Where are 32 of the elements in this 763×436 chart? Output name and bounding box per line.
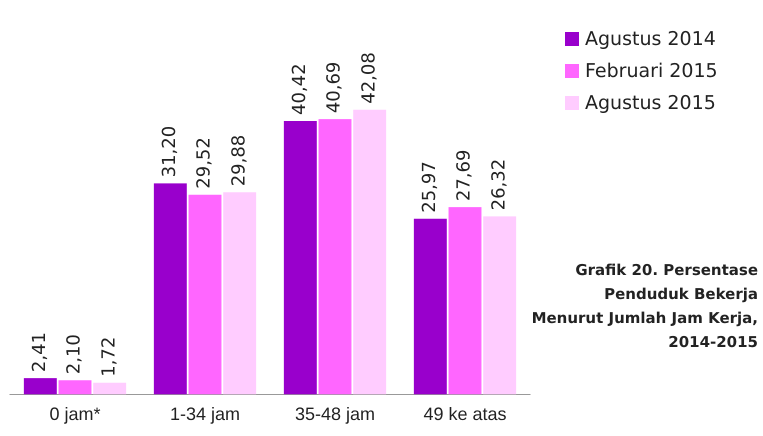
bar — [154, 183, 187, 394]
bar — [24, 378, 57, 394]
data-label: 42,08 — [358, 52, 380, 104]
bar — [188, 194, 222, 394]
bar — [483, 216, 516, 394]
x-tick-label: 1-34 jam — [170, 404, 240, 424]
bar — [353, 110, 386, 394]
legend-label: Agustus 2014 — [585, 28, 716, 50]
legend-label: Agustus 2015 — [585, 92, 716, 114]
legend-label: Februari 2015 — [585, 60, 718, 82]
data-label: 27,69 — [454, 150, 475, 202]
bar — [223, 192, 256, 394]
text: Grafik 20. Persentase Penduduk Bekerja Menurut Jumlah Jam Kerja, 2014-2015 — [530, 260, 758, 353]
data-label: 1,72 — [98, 336, 120, 377]
bar — [284, 120, 317, 394]
bar — [58, 380, 92, 394]
bar — [318, 119, 352, 394]
data-label: 29,52 — [194, 137, 215, 189]
x-tick-label: 35-48 jam — [294, 404, 376, 424]
data-label: 2,10 — [64, 334, 85, 374]
data-label: 26,32 — [488, 158, 510, 210]
data-label: 29,88 — [228, 134, 250, 186]
bar — [93, 382, 126, 394]
bar — [448, 207, 482, 394]
data-label: 2,41 — [29, 332, 50, 372]
data-label: 40,42 — [289, 63, 310, 115]
data-label: 25,97 — [419, 161, 440, 213]
data-label: 31,20 — [159, 126, 180, 178]
bar — [414, 218, 447, 394]
x-tick-label: 0 jam* — [49, 404, 101, 424]
data-label: 40,69 — [324, 62, 345, 114]
x-tick-label: 49 ke atas — [423, 404, 507, 424]
